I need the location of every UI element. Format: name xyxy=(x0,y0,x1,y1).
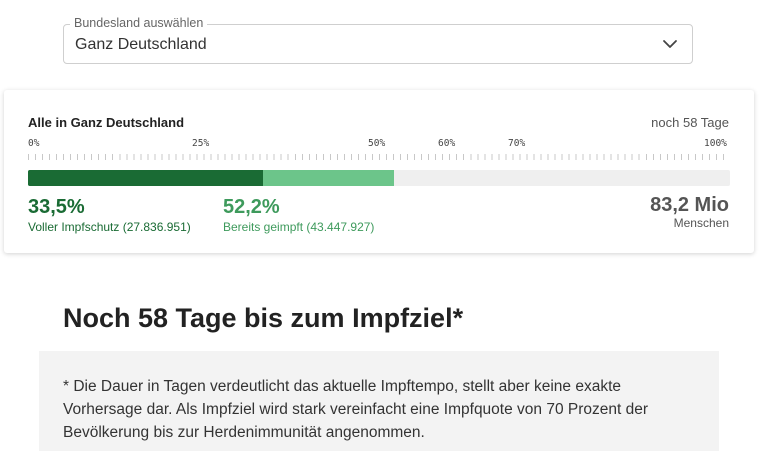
tick-marks xyxy=(28,154,730,160)
tick-label-50: 50% xyxy=(368,138,386,149)
chevron-down-icon[interactable] xyxy=(662,36,678,52)
footnote-text: * Die Dauer in Tagen verdeutlicht das ak… xyxy=(63,378,649,441)
state-select-legend: Bundesland auswählen xyxy=(70,16,208,30)
days-left: noch 58 Tage xyxy=(651,115,729,130)
progress-bar-fully-vaccinated xyxy=(28,170,264,186)
full-vaccination-percent: 33,5% xyxy=(28,196,85,218)
tick-label-100: 100% xyxy=(704,138,727,149)
full-vaccination-label: Voller Impfschutz (27.836.951) xyxy=(28,220,191,234)
population-unit: Menschen xyxy=(673,216,729,230)
partial-vaccination-percent: 52,2% xyxy=(223,196,280,218)
progress-scale: 0% 25% 50% 60% 70% 100% xyxy=(28,138,730,160)
tick-label-25: 25% xyxy=(192,138,210,149)
footnote-box: * Die Dauer in Tagen verdeutlicht das ak… xyxy=(39,351,719,451)
partial-vaccination-label: Bereits geimpft (43.447.927) xyxy=(223,220,375,234)
state-select[interactable]: Bundesland auswählen Ganz Deutschland xyxy=(63,16,693,64)
tick-label-60: 60% xyxy=(438,138,456,149)
progress-bar xyxy=(28,170,730,186)
tick-label-0: 0% xyxy=(28,138,40,149)
state-select-value[interactable]: Ganz Deutschland xyxy=(75,36,207,53)
card-title: Alle in Ganz Deutschland xyxy=(28,115,185,130)
tick-label-70: 70% xyxy=(508,138,526,149)
vaccination-progress-card: Alle in Ganz Deutschland noch 58 Tage 0%… xyxy=(4,90,754,253)
page-headline: Noch 58 Tage bis zum Impfziel* xyxy=(63,303,464,333)
population-total: 83,2 Mio xyxy=(650,194,729,216)
